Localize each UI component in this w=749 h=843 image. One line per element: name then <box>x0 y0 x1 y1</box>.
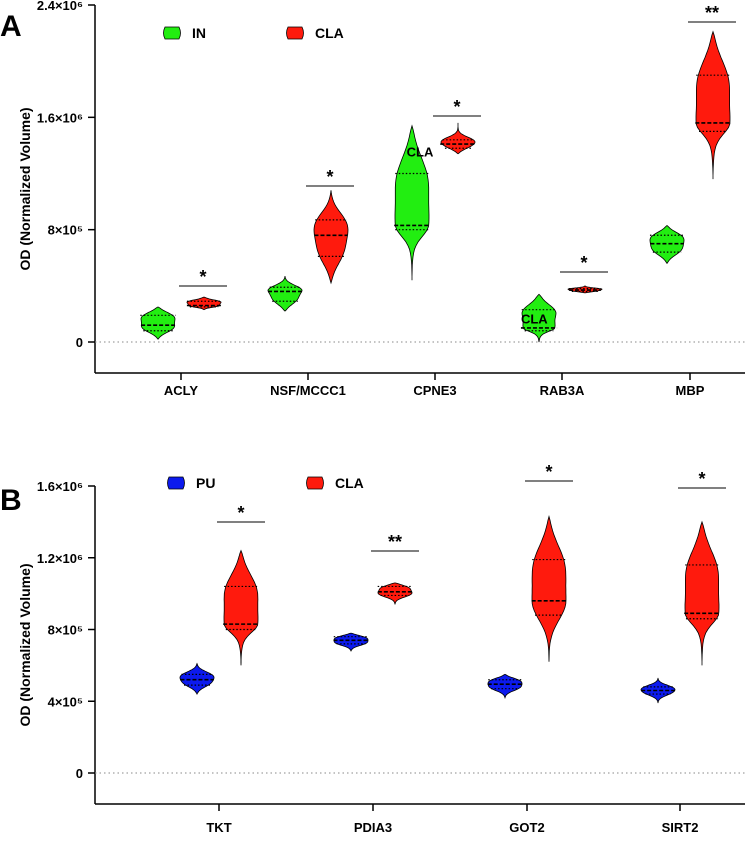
y-tick-label: 1.6×10⁶ <box>37 110 83 125</box>
x-tick-label: TKT <box>206 820 231 835</box>
y-tick-label: 8×10⁵ <box>48 223 83 238</box>
y-axis-label: OD (Normalized Volume) <box>17 107 33 270</box>
x-tick-label: PDIA3 <box>354 820 392 835</box>
x-tick-label: ACLY <box>164 383 199 398</box>
violin-cla <box>695 30 731 180</box>
significance-marker: * <box>326 167 333 187</box>
legend-label: PU <box>196 475 215 491</box>
violin-cla <box>531 515 567 662</box>
x-tick-label: RAB3A <box>540 383 585 398</box>
violin-cla <box>313 190 349 285</box>
y-tick-label: 8×10⁵ <box>48 623 83 638</box>
violin-cla <box>684 520 720 666</box>
violin-pu <box>179 662 215 695</box>
x-tick-label: NSF/MCCC1 <box>270 383 346 398</box>
significance-marker: * <box>199 267 206 287</box>
y-tick-label: 4×10⁵ <box>48 694 83 709</box>
significance-marker: * <box>237 503 244 523</box>
significance-marker: ** <box>388 532 402 552</box>
annotation-text: CLA <box>521 312 548 327</box>
legend-swatch-pu <box>167 476 185 490</box>
x-tick-label: GOT2 <box>509 820 544 835</box>
violin-in <box>140 306 176 340</box>
x-tick-label: CPNE3 <box>413 383 456 398</box>
violin-pu <box>333 632 369 652</box>
violin-pu <box>487 673 523 699</box>
violin-in <box>649 224 685 265</box>
significance-marker: * <box>580 253 587 273</box>
violin-cla <box>223 549 259 666</box>
violin-pu <box>640 677 676 704</box>
violin-cla <box>440 122 476 155</box>
significance-marker: * <box>453 97 460 117</box>
violin-in <box>521 293 557 343</box>
annotation-text: CLA <box>407 145 434 160</box>
x-tick-label: SIRT2 <box>662 820 699 835</box>
legend-label: CLA <box>335 475 364 491</box>
y-tick-label: 0 <box>76 335 83 350</box>
violin-in <box>394 124 430 281</box>
legend-swatch-cla <box>306 476 324 490</box>
y-axis-label: OD (Normalized Volume) <box>17 563 33 726</box>
panel-label: A <box>0 10 22 43</box>
significance-marker: * <box>698 469 705 489</box>
panel-label: B <box>0 484 22 517</box>
y-tick-label: 1.6×10⁶ <box>37 479 83 494</box>
legend-swatch-in <box>163 26 181 40</box>
significance-marker: ** <box>705 3 719 23</box>
y-tick-label: 2.4×10⁶ <box>37 0 83 13</box>
legend-label: IN <box>192 25 206 41</box>
significance-marker: * <box>545 462 552 482</box>
legend-swatch-cla <box>286 26 304 40</box>
violin-cla <box>377 582 413 605</box>
violin-cla <box>186 296 222 311</box>
y-tick-label: 1.2×10⁶ <box>37 551 83 566</box>
x-tick-label: MBP <box>676 383 705 398</box>
y-tick-label: 0 <box>76 766 83 781</box>
violin-in <box>267 275 303 312</box>
legend-label: CLA <box>315 25 344 41</box>
